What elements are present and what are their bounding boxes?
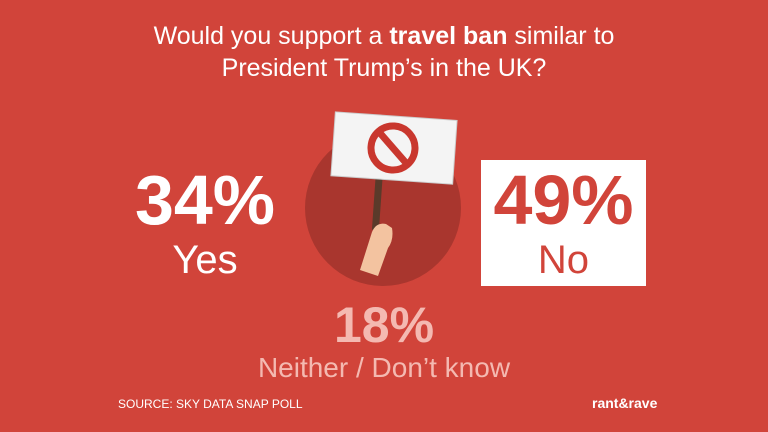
title-line: Would you support a travel ban similar t… [0, 20, 768, 52]
title-emphasis: travel ban [389, 22, 508, 50]
highlight-box [481, 160, 646, 286]
result-value: 18% [333, 297, 435, 353]
title-text: President Trump’s in the UK? [221, 54, 547, 82]
result-label: Neither / Don’t know [257, 352, 511, 383]
sign-pole [371, 169, 384, 231]
title-line: President Trump’s in the UK? [0, 52, 768, 84]
hand [360, 223, 393, 276]
title-text: Would you support a [153, 22, 390, 50]
result-label: Yes [172, 238, 238, 282]
title: Would you support a travel ban similar t… [0, 20, 768, 84]
result-value: 49% [493, 161, 634, 239]
sign [330, 111, 458, 185]
title-text: similar to [507, 22, 615, 50]
result-label: No [537, 238, 590, 282]
result-value: 34% [134, 161, 276, 239]
logo: rant&rave [592, 395, 658, 411]
source: SOURCE: SKY DATA SNAP POLL [118, 397, 303, 411]
